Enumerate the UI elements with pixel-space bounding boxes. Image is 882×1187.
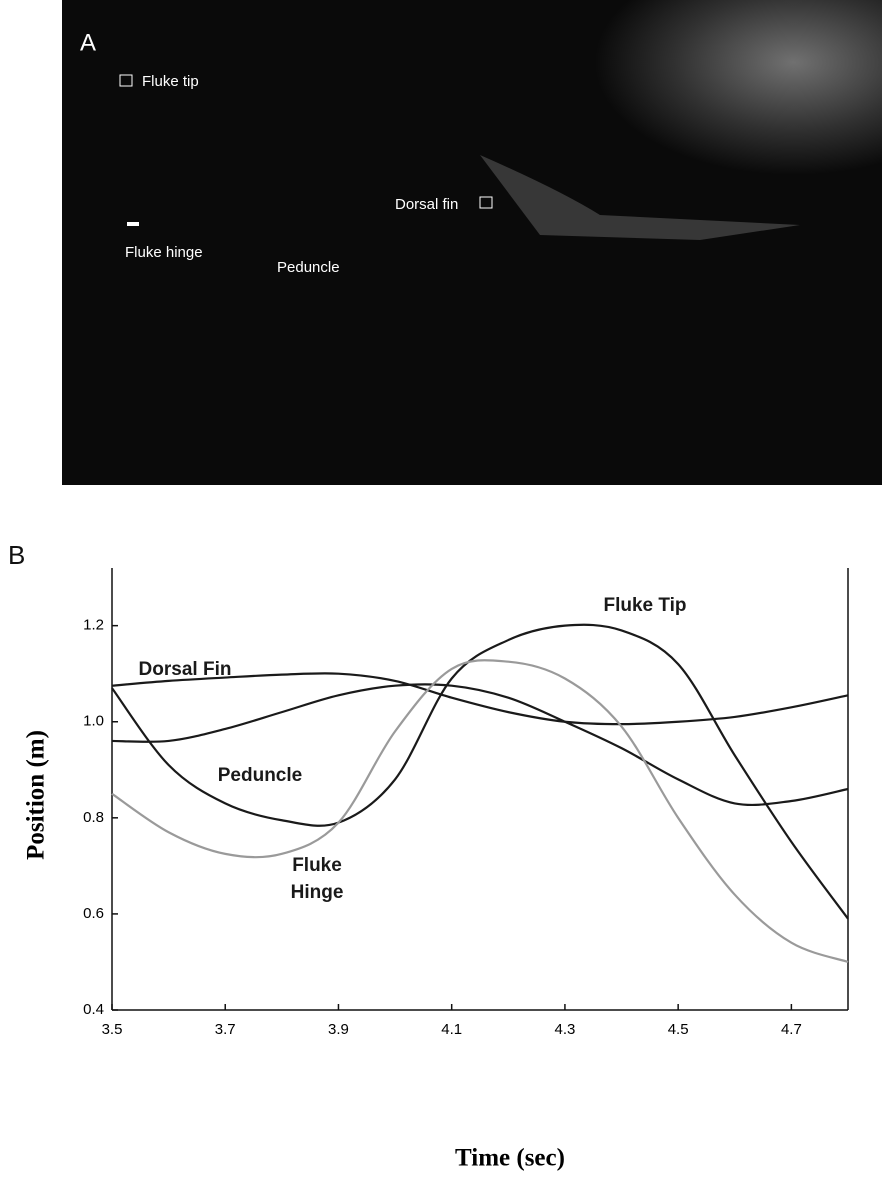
x-tick-label: 4.7 <box>781 1021 802 1038</box>
series-line <box>111 672 849 726</box>
y-tick-label: 1.2 <box>83 617 104 634</box>
x-tick-label: 3.9 <box>328 1021 349 1038</box>
y-axis-label: Position (m) <box>23 730 50 860</box>
net-texture <box>440 0 882 250</box>
x-tick-label: 4.3 <box>554 1021 575 1038</box>
x-axis-label: Time (sec) <box>455 1145 565 1172</box>
panel-label: B <box>8 540 25 570</box>
x-tick-label: 4.5 <box>668 1021 689 1038</box>
series-label: Fluke Tip <box>603 595 687 616</box>
series-line <box>111 683 849 806</box>
annotation: Peduncle <box>277 259 340 276</box>
series-label: Fluke Hinge <box>290 855 344 903</box>
x-tick-label: 4.1 <box>441 1021 462 1038</box>
x-tick-label: 3.7 <box>215 1021 236 1038</box>
dolphin-body <box>480 155 800 240</box>
y-tick-label: 0.8 <box>83 809 104 826</box>
series-label: Dorsal Fin <box>138 659 232 680</box>
series-line <box>111 659 849 964</box>
marker <box>119 74 133 87</box>
y-tick-label: 0.4 <box>83 1001 104 1018</box>
annotation: Fluke tip <box>142 73 199 90</box>
panel-label: A <box>80 29 96 56</box>
series-line <box>111 623 849 920</box>
marker <box>479 196 493 209</box>
annotation: Dorsal fin <box>395 196 458 213</box>
y-tick-label: 0.6 <box>83 905 104 922</box>
marker <box>127 222 139 226</box>
series-label: Peduncle <box>217 765 303 786</box>
annotation: Fluke hinge <box>125 244 203 261</box>
x-tick-label: 3.5 <box>102 1021 123 1038</box>
y-tick-label: 1.0 <box>83 713 104 730</box>
